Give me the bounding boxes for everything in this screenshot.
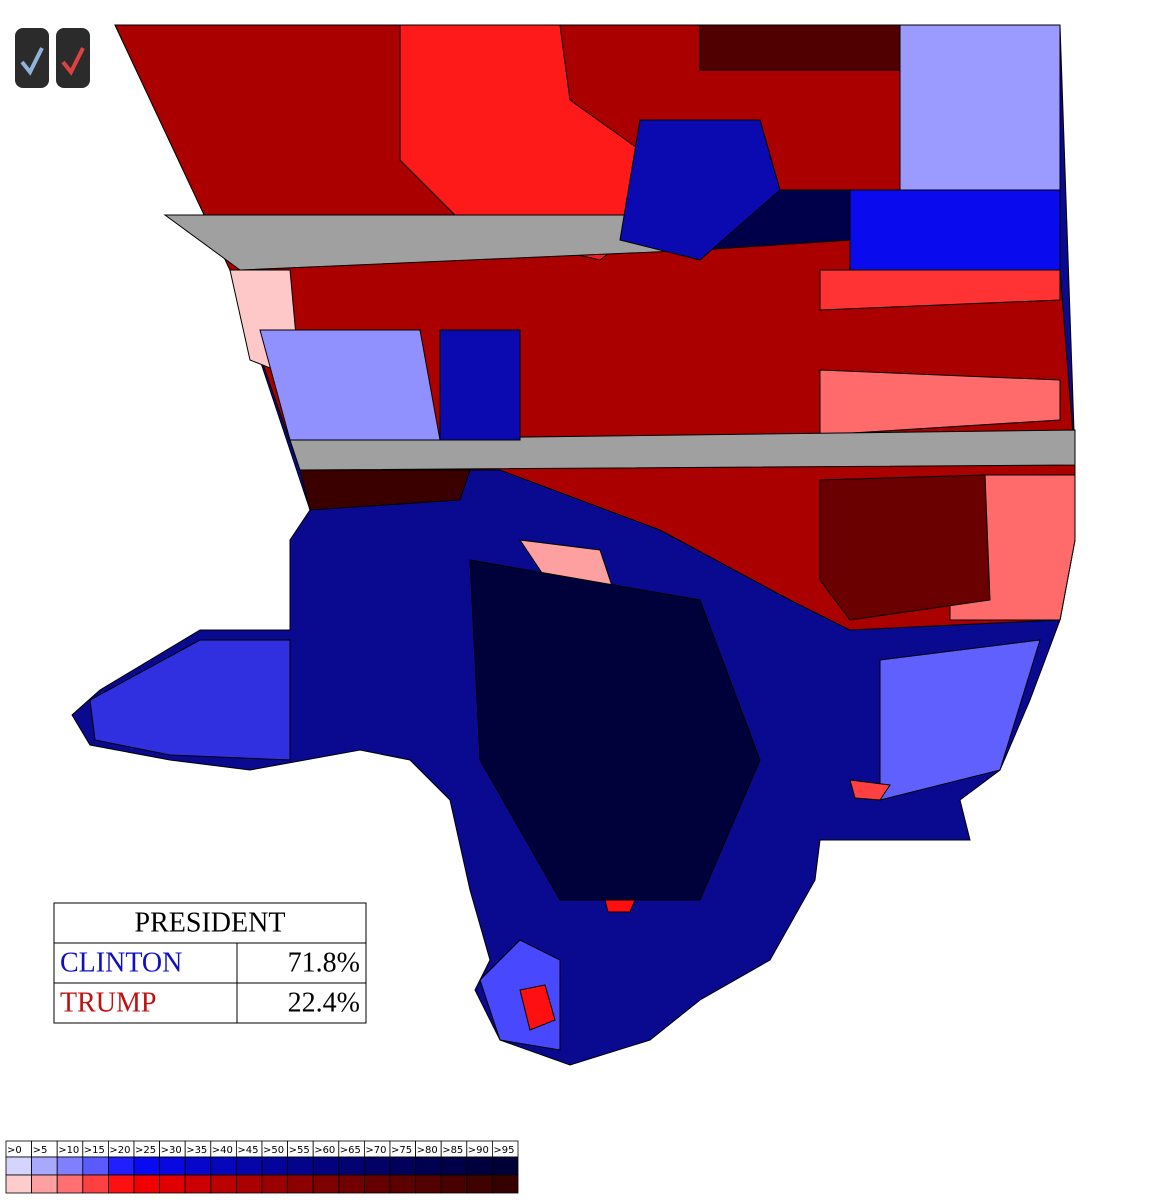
legend-blue-swatch — [82, 1156, 109, 1176]
legend-blue-swatch — [389, 1156, 417, 1176]
legend-label: >45 — [237, 1145, 258, 1156]
legend-blue-swatch — [133, 1156, 161, 1176]
legend-label: >65 — [340, 1145, 361, 1156]
legend-label: >50 — [263, 1145, 284, 1156]
legend-red-swatch — [312, 1174, 340, 1194]
candidate-name: TRUMP — [60, 987, 156, 1018]
legend-red-swatch — [415, 1174, 442, 1194]
legend-label: >80 — [417, 1145, 438, 1156]
legend-blue-swatch — [312, 1156, 340, 1176]
legend-label: >35 — [186, 1145, 207, 1156]
legend-red-swatch — [82, 1174, 109, 1194]
legend-blue-swatch — [210, 1156, 237, 1176]
legend-blue-swatch — [56, 1156, 84, 1176]
legend-red-swatch — [491, 1174, 519, 1194]
legend-red-swatch — [56, 1174, 84, 1194]
legend-label: >95 — [493, 1145, 514, 1156]
legend-blue-swatch — [31, 1156, 58, 1176]
legend-blue-swatch — [415, 1156, 442, 1176]
county-map — [71, 24, 1076, 1066]
legend-blue-swatch — [5, 1156, 33, 1176]
legend-red-swatch — [31, 1174, 58, 1194]
legend-blue-swatch — [159, 1156, 186, 1176]
legend-label: >70 — [365, 1145, 386, 1156]
legend-red-swatch — [159, 1174, 186, 1194]
legend-label: >55 — [289, 1145, 310, 1156]
legend-blue-swatch — [466, 1156, 493, 1176]
legend-blue-swatch — [108, 1156, 135, 1176]
legend-label: >60 — [314, 1145, 335, 1156]
legend-red-swatch — [210, 1174, 237, 1194]
candidate-name: CLINTON — [60, 947, 182, 978]
legend-label: >75 — [391, 1145, 412, 1156]
legend-label: >40 — [212, 1145, 233, 1156]
legend-label: >30 — [161, 1145, 182, 1156]
legend-blue-swatch — [338, 1156, 365, 1176]
legend-red-swatch — [440, 1174, 468, 1194]
legend-blue-swatch — [261, 1156, 289, 1176]
legend-blue-swatch — [287, 1156, 314, 1176]
legend-blue-swatch — [440, 1156, 468, 1176]
legend-label: >0 — [7, 1145, 22, 1156]
legend-label: >25 — [135, 1145, 156, 1156]
candidate-share: 71.8% — [288, 947, 360, 978]
legend-red-swatch — [108, 1174, 135, 1194]
legend-red-swatch — [261, 1174, 289, 1194]
legend-blue-swatch — [491, 1156, 519, 1176]
legend-blue-swatch — [184, 1156, 212, 1176]
legend-blue-swatch — [363, 1156, 391, 1176]
legend-label: >15 — [84, 1145, 105, 1156]
legend-red-swatch — [133, 1174, 161, 1194]
legend-red-swatch — [287, 1174, 314, 1194]
legend-label: >10 — [58, 1145, 79, 1156]
results-title: PRESIDENT — [135, 907, 286, 938]
legend-red-swatch — [363, 1174, 391, 1194]
logo — [15, 28, 90, 88]
candidate-share: 22.4% — [288, 987, 360, 1018]
legend-red-swatch — [389, 1174, 417, 1194]
legend-red-swatch — [235, 1174, 263, 1194]
legend-red-swatch — [338, 1174, 365, 1194]
legend-red-swatch — [184, 1174, 212, 1194]
legend-red-swatch — [5, 1174, 33, 1194]
legend-label: >90 — [468, 1145, 489, 1156]
results-table — [53, 902, 367, 1024]
legend-red-swatch — [466, 1174, 493, 1194]
legend-label: >85 — [442, 1145, 463, 1156]
legend-label: >5 — [33, 1145, 48, 1156]
legend-label: >20 — [109, 1145, 130, 1156]
legend-blue-swatch — [235, 1156, 263, 1176]
